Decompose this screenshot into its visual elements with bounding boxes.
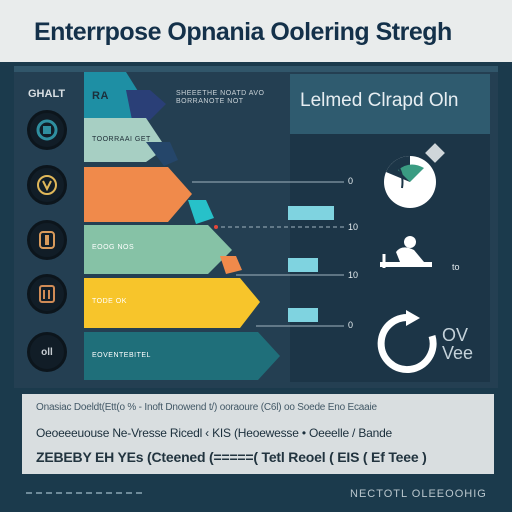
lines-icon (27, 274, 67, 314)
text-block (22, 394, 494, 474)
footer-bar (0, 480, 512, 512)
value-bar-1 (288, 206, 334, 220)
text-icon: oll (27, 332, 67, 372)
person-desk-icon (380, 236, 432, 268)
arrow-3 (220, 256, 242, 274)
value-bar-2 (288, 258, 318, 272)
ov-line-2: Vee (442, 343, 474, 363)
circle-text: oll (41, 346, 53, 358)
footer-divider (26, 492, 146, 494)
text-line-2: Oeoeeeuouse Ne-Vresse Ricedl ‹ KIS (Heoe… (36, 426, 393, 440)
person-icon (27, 165, 67, 205)
funnel-top-label: RA (92, 90, 109, 102)
segment-1 (84, 118, 166, 162)
headset-icon (27, 110, 67, 150)
marker-dot (214, 225, 218, 229)
tick-value-1: 0 (348, 176, 354, 186)
value-bar-3 (288, 308, 318, 322)
arrow-2 (188, 200, 214, 224)
tick-value-2: 10 (348, 222, 359, 232)
text-line-1: Onasiac Doeldt(Ett(o % - Inoft Dnowend t… (36, 402, 377, 413)
title-bar (0, 0, 512, 62)
page-title: Enterrpose Opnania Oolering Stregh (34, 18, 452, 46)
ov-text: OV Vee (442, 326, 473, 362)
funnel-top-block (84, 72, 146, 132)
chart-top-note: SHEEETHE NOATD AVO BORRANOTE NOT (176, 90, 265, 105)
frame-top-strip (14, 66, 498, 72)
segment-3-label: EOOG NOS (92, 244, 135, 251)
segment-5-label: EOVENTEBITEL (92, 352, 151, 359)
segment-3 (84, 225, 232, 274)
segment-4-label: TODE OK (92, 298, 127, 305)
arrow-top (126, 90, 166, 120)
left-column-label: GHALT (28, 88, 66, 100)
right-panel-title: Lelmed Clrapd Oln (300, 90, 459, 111)
footer-text: NECTOTL OLEEOOHIG (350, 488, 487, 500)
segment-1-label: TOORRAAI GET (92, 136, 151, 143)
tick-value-4: 0 (348, 320, 354, 330)
tick-value-3: 10 (348, 270, 359, 280)
segment-4 (84, 278, 260, 328)
ov-line-1: OV (442, 325, 469, 345)
arrow-1 (146, 142, 178, 166)
text-line-3: ZEBEBY EH YEs (Cteened (=====( Tetl Reoe… (36, 449, 427, 465)
circular-arrow-icon (377, 310, 437, 373)
pie-chart-icon (384, 143, 445, 208)
segment-2 (84, 167, 192, 222)
bars-icon (27, 220, 67, 260)
segment-5 (84, 332, 280, 380)
small-value: to (452, 262, 460, 272)
